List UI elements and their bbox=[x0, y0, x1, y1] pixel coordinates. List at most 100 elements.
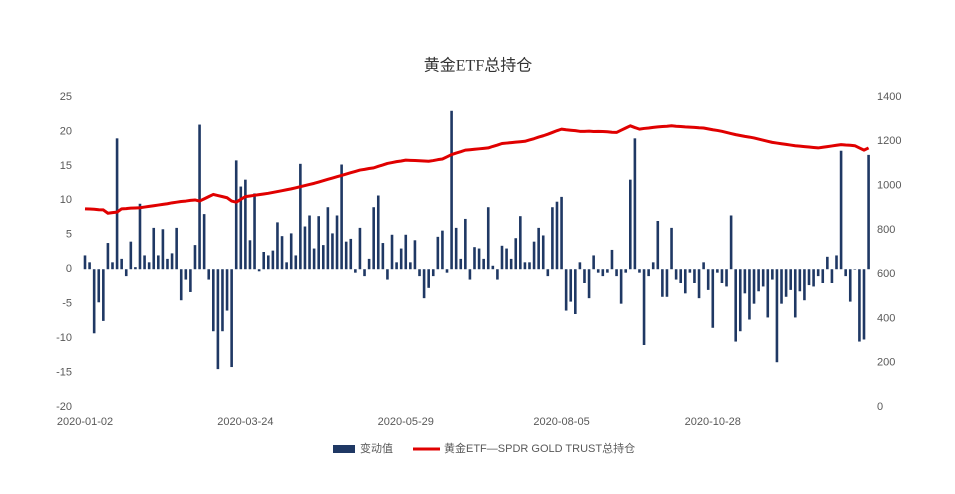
bar bbox=[308, 215, 311, 270]
bar bbox=[642, 269, 646, 345]
bar bbox=[587, 269, 591, 299]
bar bbox=[665, 269, 669, 297]
legend-label: 变动值 bbox=[360, 441, 393, 455]
bar bbox=[674, 269, 678, 280]
bar bbox=[720, 269, 724, 283]
bar bbox=[734, 269, 737, 342]
x-tick-label: 2020-10-28 bbox=[685, 416, 741, 428]
bar bbox=[826, 256, 829, 270]
bar bbox=[706, 269, 710, 290]
bar bbox=[748, 269, 751, 320]
x-tick-label: 2020-05-29 bbox=[378, 416, 434, 428]
bar bbox=[784, 269, 788, 297]
bar bbox=[853, 269, 857, 270]
bar bbox=[716, 269, 719, 273]
bar bbox=[633, 138, 637, 270]
bar bbox=[601, 269, 605, 277]
bar bbox=[569, 269, 573, 302]
bar bbox=[683, 269, 687, 294]
bar bbox=[321, 245, 325, 270]
bar bbox=[459, 258, 463, 270]
bar bbox=[120, 258, 123, 270]
bar bbox=[464, 218, 467, 270]
bar bbox=[491, 265, 495, 270]
bar bbox=[399, 248, 403, 270]
bar bbox=[775, 269, 779, 363]
legend-swatch bbox=[333, 445, 355, 453]
bar bbox=[468, 269, 472, 280]
bar bbox=[97, 269, 101, 303]
bar bbox=[583, 269, 586, 283]
bar bbox=[482, 258, 485, 270]
bar bbox=[225, 269, 229, 311]
bar bbox=[299, 163, 302, 270]
bar bbox=[807, 269, 811, 286]
bar bbox=[867, 154, 870, 270]
bar bbox=[477, 248, 481, 270]
bar bbox=[244, 179, 247, 270]
bar bbox=[161, 229, 165, 270]
bar bbox=[592, 255, 595, 270]
bar bbox=[147, 262, 151, 270]
bar bbox=[376, 195, 380, 270]
x-tick-label: 2020-01-02 bbox=[57, 416, 113, 428]
bar bbox=[266, 255, 270, 270]
y2-tick-label: 1000 bbox=[877, 179, 901, 191]
bar bbox=[688, 269, 692, 273]
bar bbox=[413, 240, 417, 270]
bar bbox=[574, 269, 577, 314]
bar bbox=[344, 241, 348, 270]
bar bbox=[386, 269, 389, 280]
bar bbox=[354, 269, 357, 273]
bar bbox=[331, 233, 334, 270]
bar bbox=[170, 253, 174, 270]
bar bbox=[326, 207, 330, 270]
bar bbox=[793, 269, 797, 318]
bar bbox=[610, 249, 614, 270]
bar bbox=[523, 262, 527, 270]
bar bbox=[541, 235, 545, 270]
bar bbox=[839, 150, 843, 270]
bar bbox=[596, 269, 600, 273]
bar bbox=[134, 267, 137, 270]
bar bbox=[340, 164, 343, 270]
bar bbox=[395, 262, 398, 270]
x-tick-label: 2020-03-24 bbox=[217, 416, 273, 428]
bar bbox=[175, 227, 178, 270]
bar bbox=[216, 269, 220, 370]
bar bbox=[189, 269, 192, 292]
bar bbox=[629, 179, 632, 270]
bar bbox=[262, 252, 266, 270]
bar bbox=[450, 110, 453, 270]
legend-label: 黄金ETF—SPDR GOLD TRUST总持仓 bbox=[444, 441, 635, 455]
bar bbox=[757, 269, 760, 292]
chart-title: 黄金ETF总持仓 bbox=[424, 57, 532, 75]
bar bbox=[743, 269, 747, 294]
bar bbox=[738, 269, 742, 332]
bar bbox=[230, 269, 233, 368]
bar bbox=[431, 269, 435, 277]
bar bbox=[697, 269, 701, 299]
bar bbox=[138, 203, 142, 270]
bar bbox=[711, 269, 715, 328]
bar bbox=[505, 248, 508, 270]
bar bbox=[729, 215, 733, 270]
bar bbox=[239, 186, 243, 270]
y2-tick-label: 800 bbox=[877, 224, 895, 236]
bar bbox=[771, 269, 774, 280]
bar bbox=[564, 269, 568, 311]
y2-tick-label: 0 bbox=[877, 401, 883, 413]
bar bbox=[528, 262, 531, 270]
line bbox=[84, 124, 870, 215]
bar bbox=[202, 214, 206, 270]
bar bbox=[532, 241, 536, 270]
bar bbox=[702, 262, 705, 270]
bar bbox=[257, 269, 261, 272]
bar bbox=[271, 250, 275, 270]
bar bbox=[349, 238, 353, 270]
bar bbox=[253, 193, 256, 270]
bar bbox=[367, 258, 371, 270]
y-tick-label: 10 bbox=[60, 194, 72, 206]
y-tick-label: 5 bbox=[66, 229, 72, 241]
